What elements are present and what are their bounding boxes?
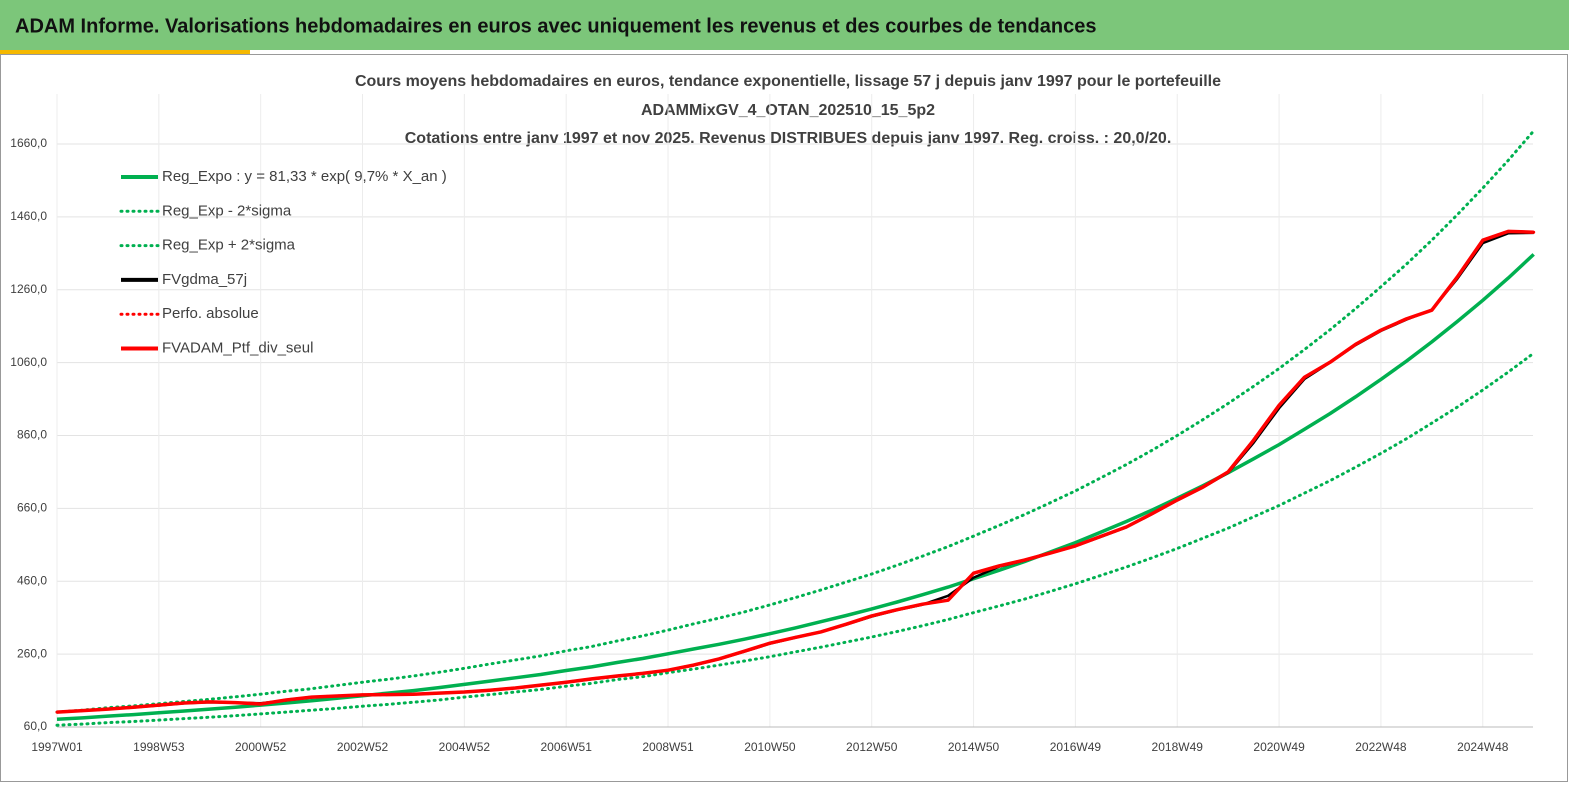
y-tick-label: 1060,0: [10, 355, 47, 369]
x-tick-label: 1997W01: [31, 740, 83, 754]
accent: [0, 50, 250, 54]
y-tick-label: 1660,0: [10, 136, 47, 150]
header-title: ADAM Informe. Valorisations hebdomadaire…: [15, 15, 1096, 37]
series-line: [55, 229, 1536, 714]
x-tick-label: 2010W50: [744, 740, 796, 754]
legend-label: FVADAM_Ptf_div_seul: [162, 339, 313, 356]
y-tick-label: 1260,0: [10, 282, 47, 296]
legend-label: Reg_Exp - 2*sigma: [162, 202, 292, 219]
chart-border: [0, 54, 1568, 782]
series-line: [56, 253, 1535, 722]
series-line: [56, 231, 1534, 714]
x-tick-label: 2018W49: [1152, 740, 1204, 754]
y-tick-label: 1460,0: [10, 209, 47, 223]
legend-label: FVgdma_57j: [162, 271, 247, 288]
legend-label: Reg_Exp + 2*sigma: [162, 237, 296, 254]
y-tick-label: 260,0: [17, 646, 47, 660]
x-tick-label: 2012W50: [846, 740, 898, 754]
series-line: [55, 129, 1536, 714]
series-line: [55, 351, 1536, 727]
y-tick-label: 60,0: [24, 719, 48, 733]
x-tick-label: 2016W49: [1050, 740, 1102, 754]
y-tick-label: 860,0: [17, 428, 47, 442]
x-tick-label: 1998W53: [133, 740, 185, 754]
y-tick-label: 660,0: [17, 501, 47, 515]
legend-label: Reg_Expo : y = 81,33 * exp( 9,7% * X_an …: [162, 168, 447, 185]
y-tick-label: 460,0: [17, 573, 47, 587]
chart-subtitle: Cotations entre janv 1997 et nov 2025. R…: [405, 130, 1172, 147]
x-tick-label: 2022W48: [1355, 740, 1407, 754]
chart-title: Cours moyens hebdomadaires en euros, ten…: [355, 73, 1221, 90]
x-tick-label: 2008W51: [642, 740, 694, 754]
legend-label: Perfo. absolue: [162, 305, 259, 322]
series-line: [56, 229, 1534, 714]
header-banner: [0, 0, 1569, 50]
chart-subtitle: ADAMMixGV_4_OTAN_202510_15_5p2: [641, 102, 935, 119]
x-tick-label: 2020W49: [1253, 740, 1305, 754]
x-tick-label: 2004W52: [439, 740, 491, 754]
x-tick-label: 2000W52: [235, 740, 287, 754]
x-tick-label: 2024W48: [1457, 740, 1509, 754]
x-tick-label: 2002W52: [337, 740, 389, 754]
x-tick-label: 2006W51: [541, 740, 593, 754]
x-tick-label: 2014W50: [948, 740, 1000, 754]
